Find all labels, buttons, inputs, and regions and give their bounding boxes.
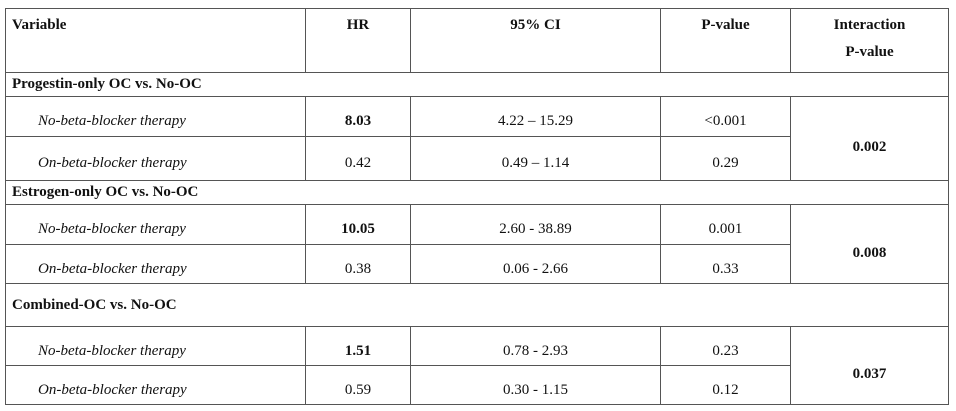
hr-cell: 10.05: [305, 204, 411, 245]
p-value-cell: 0.23: [660, 326, 791, 366]
variable-cell: No-beta-blocker therapy: [5, 204, 306, 245]
header-text: P-value: [845, 44, 894, 60]
ci-cell: 0.78 - 2.93: [410, 326, 661, 366]
variable-cell: No-beta-blocker therapy: [5, 96, 306, 137]
data-row: On-beta-blocker therapy 0.38 0.06 - 2.66 0.…: [5, 244, 949, 284]
p-value-cell: 0.33: [660, 244, 791, 284]
table-header: Variable HR 95% CI P-value Interaction P…: [5, 8, 949, 73]
ci-cell: 2.60 - 38.89: [410, 204, 661, 245]
p-value-cell: 0.001: [660, 204, 791, 245]
interaction-cell: 0.008: [790, 204, 949, 284]
variable-cell: On-beta-blocker therapy: [5, 136, 306, 181]
group-title: Progestin-only OC vs. No-OC: [5, 72, 949, 97]
data-row: On-beta-blocker therapy 0.59 0.30 - 1.15 0.…: [5, 365, 949, 405]
group-row: Estrogen-only OC vs. No-OC: [5, 180, 949, 205]
hr-cell: 0.59: [305, 365, 411, 405]
header-row: Variable HR 95% CI P-value Interaction P…: [5, 8, 949, 73]
header-cell: Interaction P-value: [790, 8, 949, 73]
hr-cell: 0.38: [305, 244, 411, 284]
header-text: Interaction: [833, 17, 906, 33]
group-row: Combined-OC vs. No-OC: [5, 283, 949, 327]
data-row: On-beta-blocker therapy 0.42 0.49 – 1.14 0.…: [5, 136, 949, 181]
group-row: Progestin-only OC vs. No-OC: [5, 72, 949, 97]
data-row: No-beta-blocker therapy 10.05 2.60 - 38.89…: [5, 204, 949, 284]
results-table: Variable HR 95% CI P-value Interaction P…: [5, 8, 949, 405]
header-cell: P-value: [660, 8, 791, 73]
p-value-cell: 0.12: [660, 365, 791, 405]
data-row: No-beta-blocker therapy 1.51 0.78 - 2.93 0.…: [5, 326, 949, 405]
interaction-cell: 0.002: [790, 96, 949, 181]
hr-cell: 1.51: [305, 326, 411, 366]
header-cell: 95% CI: [410, 8, 661, 73]
header-cell: HR: [305, 8, 411, 73]
ci-cell: 0.49 – 1.14: [410, 136, 661, 181]
variable-cell: No-beta-blocker therapy: [5, 326, 306, 366]
header-cell: Variable: [5, 8, 306, 73]
ci-cell: 0.30 - 1.15: [410, 365, 661, 405]
ci-cell: 0.06 - 2.66: [410, 244, 661, 284]
variable-cell: On-beta-blocker therapy: [5, 244, 306, 284]
p-value-cell: <0.001: [660, 96, 791, 137]
hr-cell: 0.42: [305, 136, 411, 181]
hr-cell: 8.03: [305, 96, 411, 137]
table-container: Variable HR 95% CI P-value Interaction P…: [5, 8, 949, 405]
variable-cell: On-beta-blocker therapy: [5, 365, 306, 405]
interaction-cell: 0.037: [790, 326, 949, 405]
group-title: Estrogen-only OC vs. No-OC: [5, 180, 949, 205]
group-title: Combined-OC vs. No-OC: [5, 283, 949, 327]
ci-cell: 4.22 – 15.29: [410, 96, 661, 137]
data-row: No-beta-blocker therapy 8.03 4.22 – 15.29 <…: [5, 96, 949, 181]
table-body: Progestin-only OC vs. No-OC No-beta-block…: [5, 72, 949, 405]
p-value-cell: 0.29: [660, 136, 791, 181]
